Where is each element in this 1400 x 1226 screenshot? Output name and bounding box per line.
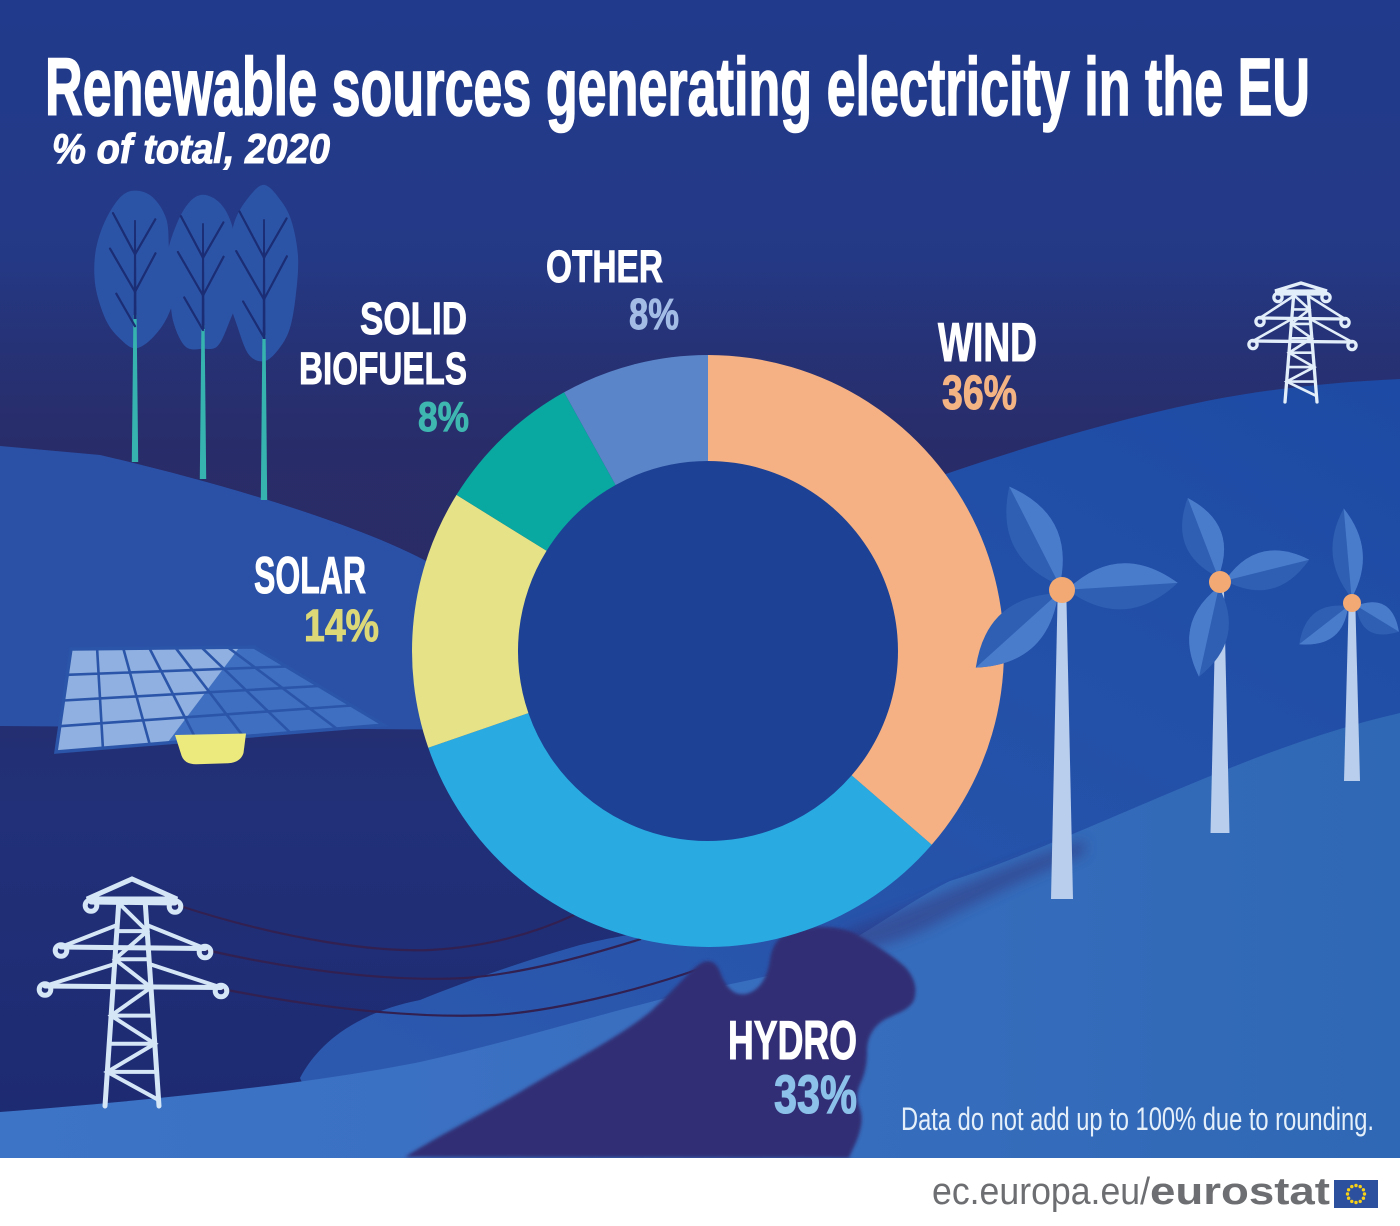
svg-text:SOLAR: SOLAR <box>254 547 366 605</box>
svg-text:8%: 8% <box>418 393 469 440</box>
svg-text:ec.europa.eu/: ec.europa.eu/ <box>932 1171 1150 1213</box>
svg-text:% of total, 2020: % of total, 2020 <box>52 125 330 172</box>
svg-text:HYDRO: HYDRO <box>728 1009 857 1071</box>
svg-text:36%: 36% <box>942 367 1017 420</box>
svg-text:OTHER: OTHER <box>546 241 663 292</box>
svg-text:SOLID: SOLID <box>360 293 467 344</box>
svg-text:Renewable sources generating e: Renewable sources generating electricity… <box>45 42 1310 133</box>
svg-text:14%: 14% <box>304 600 379 651</box>
svg-text:BIOFUELS: BIOFUELS <box>299 343 467 394</box>
svg-text:33%: 33% <box>774 1065 857 1125</box>
svg-text:Data do not add up to 100% due: Data do not add up to 100% due to roundi… <box>901 1101 1374 1137</box>
svg-text:eurostat: eurostat <box>1150 1171 1330 1213</box>
svg-text:WIND: WIND <box>938 311 1037 373</box>
svg-text:8%: 8% <box>629 290 679 339</box>
